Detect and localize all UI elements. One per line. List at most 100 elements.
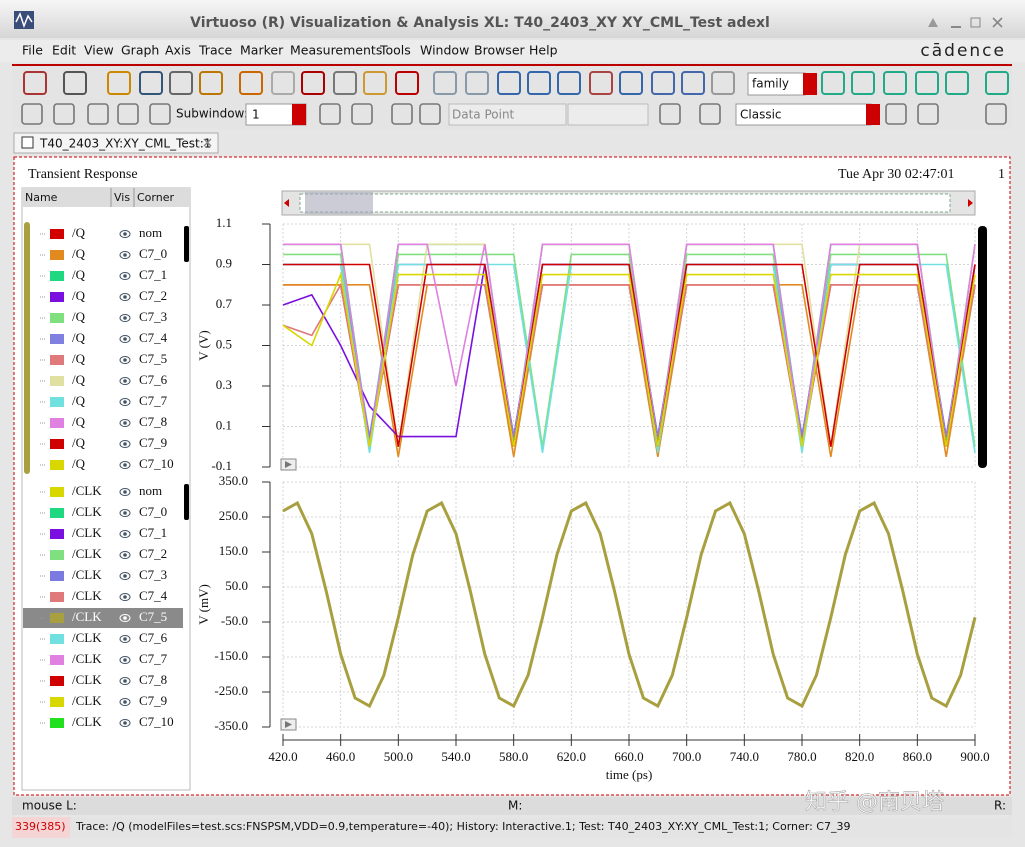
toolbar-button[interactable] xyxy=(363,71,387,95)
toolbar-button[interactable] xyxy=(53,103,75,125)
legend-name[interactable]: /CLK xyxy=(72,609,102,624)
toolbar-button[interactable] xyxy=(107,71,131,95)
toolbar-button[interactable] xyxy=(333,71,357,95)
toolbar-button[interactable] xyxy=(301,71,325,95)
toolbar-button[interactable] xyxy=(149,103,171,125)
menu-item[interactable]: Help xyxy=(529,43,558,58)
visibility-icon[interactable] xyxy=(119,377,131,385)
trace[interactable] xyxy=(282,271,976,447)
toolbar-button[interactable] xyxy=(391,103,413,125)
legend-name[interactable]: /CLK xyxy=(72,525,102,540)
close-button[interactable] xyxy=(992,17,1003,28)
legend-name[interactable]: /Q xyxy=(72,288,86,303)
toolbar-button[interactable] xyxy=(465,71,489,95)
legend-name[interactable]: /Q xyxy=(72,246,86,261)
trace[interactable] xyxy=(283,243,976,447)
visibility-icon[interactable] xyxy=(119,461,131,469)
toolbar-button[interactable] xyxy=(23,71,47,95)
visibility-icon[interactable] xyxy=(119,698,131,706)
legend-name[interactable]: /Q xyxy=(72,225,86,240)
toolbar-button[interactable] xyxy=(239,71,263,95)
toolbar-button[interactable] xyxy=(395,71,419,95)
toolbar-button[interactable] xyxy=(117,103,139,125)
visibility-icon[interactable] xyxy=(119,272,131,280)
legend-name[interactable]: /Q xyxy=(72,330,86,345)
visibility-icon[interactable] xyxy=(119,488,131,496)
toolbar-button[interactable] xyxy=(527,71,551,95)
visibility-icon[interactable] xyxy=(119,251,131,259)
toolbar-button[interactable] xyxy=(945,71,969,95)
visibility-icon[interactable] xyxy=(119,551,131,559)
menu-item[interactable]: Graph xyxy=(121,43,159,58)
menu-item[interactable]: File xyxy=(22,43,43,58)
legend-name[interactable]: /CLK xyxy=(72,504,102,519)
menu-item[interactable]: View xyxy=(84,43,114,58)
visibility-icon[interactable] xyxy=(119,356,131,364)
legend-name[interactable]: /Q xyxy=(72,414,86,429)
trace[interactable] xyxy=(283,263,976,447)
legend-name[interactable]: /Q xyxy=(72,456,86,471)
visibility-icon[interactable] xyxy=(119,230,131,238)
plot-scroll[interactable] xyxy=(978,226,987,468)
toolbar-button[interactable] xyxy=(699,103,721,125)
toolbar-button[interactable] xyxy=(139,71,163,95)
visibility-icon[interactable] xyxy=(119,398,131,406)
visibility-icon[interactable] xyxy=(119,593,131,601)
toolbar-button[interactable] xyxy=(985,71,1009,95)
toolbar-button[interactable] xyxy=(557,71,581,95)
menu-item[interactable]: Window xyxy=(420,43,469,58)
legend-name[interactable]: /CLK xyxy=(72,588,102,603)
toolbar-button[interactable] xyxy=(681,71,705,95)
legend-name[interactable]: /Q xyxy=(72,393,86,408)
toolbar-button[interactable] xyxy=(21,103,43,125)
toolbar-button[interactable] xyxy=(433,71,457,95)
legend-scroll[interactable] xyxy=(184,226,189,262)
toolbar-button[interactable] xyxy=(589,71,613,95)
legend-name[interactable]: /CLK xyxy=(72,651,102,666)
visibility-icon[interactable] xyxy=(119,719,131,727)
toolbar-button[interactable] xyxy=(199,71,223,95)
menu-item[interactable]: Marker xyxy=(240,43,284,58)
family-dropdown[interactable] xyxy=(803,73,817,95)
trace[interactable] xyxy=(282,282,976,447)
maximize-button[interactable] xyxy=(970,17,981,28)
visibility-icon[interactable] xyxy=(119,635,131,643)
toolbar-button[interactable] xyxy=(711,71,735,95)
legend-name[interactable]: /CLK xyxy=(72,714,102,729)
data-point-input[interactable] xyxy=(567,103,649,126)
menu-item[interactable]: Measurements xyxy=(290,43,382,58)
menu-item[interactable]: Tools xyxy=(379,43,411,58)
data-point-field[interactable] xyxy=(448,103,567,126)
visibility-icon[interactable] xyxy=(119,572,131,580)
toolbar-button[interactable] xyxy=(319,103,341,125)
legend-name[interactable]: /CLK xyxy=(72,693,102,708)
toolbar-button[interactable] xyxy=(821,71,845,95)
menu-item[interactable]: Axis xyxy=(165,43,191,58)
legend-scroll[interactable] xyxy=(184,484,189,520)
legend-name[interactable]: /Q xyxy=(72,435,86,450)
visibility-icon[interactable] xyxy=(119,293,131,301)
visibility-icon[interactable] xyxy=(119,440,131,448)
tab-close[interactable] xyxy=(203,138,212,147)
toolbar-button[interactable] xyxy=(271,71,295,95)
subwindow-dropdown[interactable] xyxy=(292,104,306,125)
legend-name[interactable]: /CLK xyxy=(72,546,102,561)
toolbar-button[interactable] xyxy=(351,103,373,125)
legend-name[interactable]: /CLK xyxy=(72,630,102,645)
toolbar-button[interactable] xyxy=(651,71,675,95)
visibility-icon[interactable] xyxy=(119,335,131,343)
toolbar-button[interactable] xyxy=(885,103,907,125)
toolbar-button[interactable] xyxy=(169,71,193,95)
toolbar-button[interactable] xyxy=(419,103,441,125)
menu-item[interactable]: Browser xyxy=(474,43,526,58)
visibility-icon[interactable] xyxy=(119,614,131,622)
trace[interactable] xyxy=(283,253,976,447)
menu-item[interactable]: Edit xyxy=(52,43,76,58)
visibility-icon[interactable] xyxy=(119,656,131,664)
visibility-icon[interactable] xyxy=(119,530,131,538)
legend-name[interactable]: /Q xyxy=(72,351,86,366)
toolbar-button[interactable] xyxy=(917,103,939,125)
toolbar-button[interactable] xyxy=(63,71,87,95)
toolbar-button[interactable] xyxy=(883,71,907,95)
toolbar-button[interactable] xyxy=(985,103,1007,125)
